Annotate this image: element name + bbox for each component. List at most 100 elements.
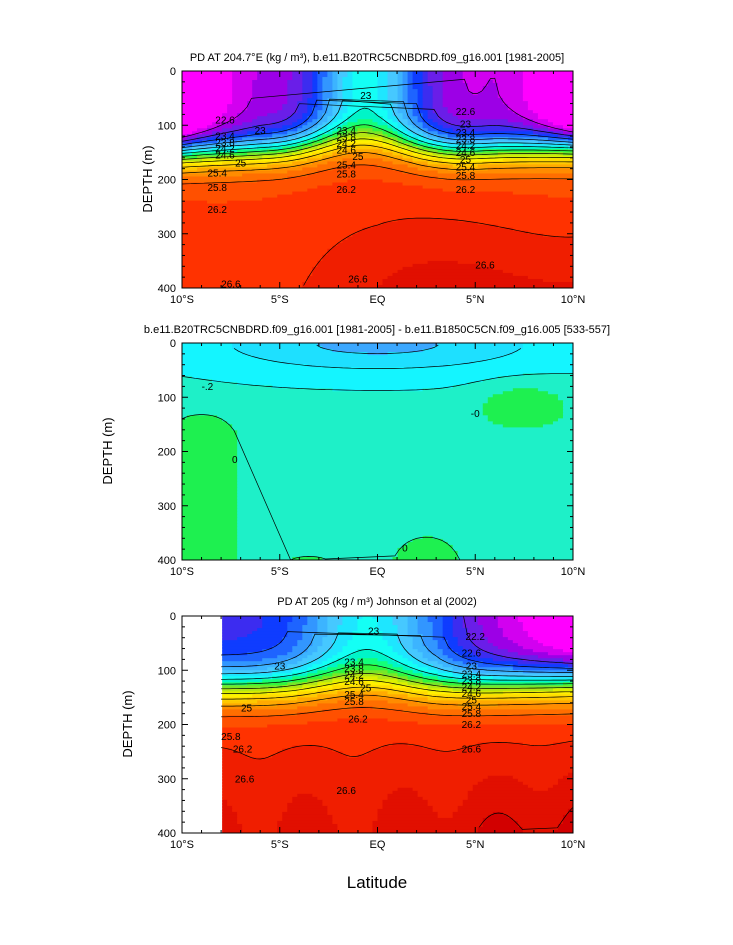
contour-fill-cell	[277, 826, 338, 831]
contour-fill-cell	[352, 113, 379, 117]
contour-fill-cell	[332, 128, 338, 132]
contour-fill-cell	[472, 361, 573, 365]
contour-fill-cell	[432, 92, 444, 96]
contour-fill-cell	[492, 811, 504, 816]
contour-fill-cell	[247, 143, 273, 147]
contour-fill-cell	[562, 412, 573, 416]
contour-fill-cell	[347, 643, 389, 647]
contour-label: 23	[255, 126, 267, 137]
contour-fill-cell	[182, 284, 303, 288]
contour-fill-cell	[232, 146, 258, 150]
contour-fill-cell	[317, 694, 349, 698]
contour-fill-cell	[527, 634, 573, 638]
contour-fill-cell	[337, 634, 354, 638]
contour-fill-cell	[332, 83, 338, 87]
contour-fill-cell	[287, 128, 298, 132]
contour-fill-cell	[422, 98, 434, 102]
contour-fill-cell	[522, 77, 573, 81]
contour-fill-cell	[507, 637, 534, 641]
contour-fill-cell	[302, 77, 313, 81]
contour-fill-cell	[317, 131, 328, 135]
x-tick-label: 5°S	[271, 566, 289, 578]
contour-fill-cell	[332, 167, 394, 172]
contour-fill-cell	[442, 140, 459, 144]
contour-fill-cell	[182, 742, 223, 747]
contour-fill-cell	[452, 658, 469, 662]
contour-fill-cell	[522, 346, 573, 350]
contour-fill-cell	[182, 427, 233, 431]
contour-fill-cell	[272, 161, 293, 166]
contour-fill-cell	[417, 700, 573, 704]
contour-fill-cell	[432, 346, 524, 350]
contour-fill-cell	[337, 688, 394, 692]
contour-fill-cell	[557, 826, 573, 831]
contour-fill-cell	[447, 137, 494, 141]
contour-fill-cell	[382, 158, 404, 163]
contour-fill-cell	[397, 787, 414, 792]
contour-fill-cell	[182, 478, 238, 483]
contour-fill-cell	[222, 799, 228, 804]
contour-fill-cell	[527, 631, 573, 635]
contour-fill-cell	[337, 74, 349, 78]
contour-line	[316, 344, 439, 355]
contour-fill-cell	[322, 95, 333, 99]
contour-fill-cell	[487, 637, 509, 641]
contour-fill-cell	[287, 80, 303, 84]
contour-label: 26.6	[336, 786, 356, 797]
contour-label: 22.6	[462, 648, 482, 659]
contour-fill-cell	[222, 727, 573, 732]
contour-fill-cell	[537, 134, 559, 138]
contour-fill-cell	[252, 119, 283, 123]
contour-fill-cell	[317, 685, 333, 689]
contour-fill-cell	[297, 155, 308, 159]
contour-fill-cell	[352, 233, 544, 238]
contour-fill-cell	[247, 107, 283, 111]
contour-fill-cell	[482, 86, 499, 90]
contour-fill-cell	[347, 661, 389, 665]
contour-fill-cell	[432, 143, 449, 147]
contour-fill-cell	[522, 95, 573, 99]
contour-fill-cell	[297, 694, 318, 698]
contour-fill-cell	[307, 622, 318, 626]
contour-fill-cell	[182, 622, 223, 626]
contour-fill-cell	[182, 415, 188, 419]
contour-fill-cell	[447, 364, 573, 368]
contour-fill-cell	[422, 388, 514, 392]
contour-fill-cell	[342, 149, 384, 153]
contour-fill-cell	[307, 128, 313, 132]
contour-fill-cell	[452, 676, 494, 680]
contour-fill-cell	[182, 140, 193, 144]
contour-fill-cell	[182, 625, 223, 629]
contour-fill-cell	[322, 77, 333, 81]
contour-fill-cell	[372, 616, 394, 620]
contour-fill-cell	[382, 799, 429, 804]
contour-fill-cell	[512, 817, 564, 822]
contour-fill-cell	[182, 448, 238, 453]
contour-fill-cell	[412, 80, 424, 84]
contour-line	[221, 680, 573, 695]
contour-fill-cell	[457, 637, 469, 641]
contour-fill-cell	[437, 679, 459, 683]
contour-fill-cell	[182, 526, 238, 531]
contour-fill-cell	[477, 655, 504, 659]
contour-fill-cell	[347, 694, 379, 698]
contour-fill-cell	[222, 628, 258, 632]
contour-fill-cell	[277, 829, 338, 833]
contour-fill-cell	[297, 691, 318, 695]
contour-fill-cell	[207, 143, 223, 147]
contour-fill-cell	[327, 137, 338, 141]
contour-fill-cell	[222, 652, 248, 656]
contour-fill-cell	[182, 119, 218, 123]
contour-fill-cell	[237, 475, 573, 480]
contour-fill-cell	[222, 757, 573, 762]
contour-fill-cell	[182, 739, 223, 744]
contour-fill-cell	[462, 646, 479, 650]
contour-line	[182, 414, 461, 560]
contour-fill-cell	[277, 823, 338, 828]
contour-fill-cell	[427, 143, 434, 147]
contour-fill-cell	[182, 679, 223, 683]
contour-fill-cell	[342, 107, 349, 111]
contour-fill-cell	[502, 655, 539, 659]
contour-fill-cell	[357, 110, 374, 114]
contour-fill-cell	[257, 146, 283, 150]
